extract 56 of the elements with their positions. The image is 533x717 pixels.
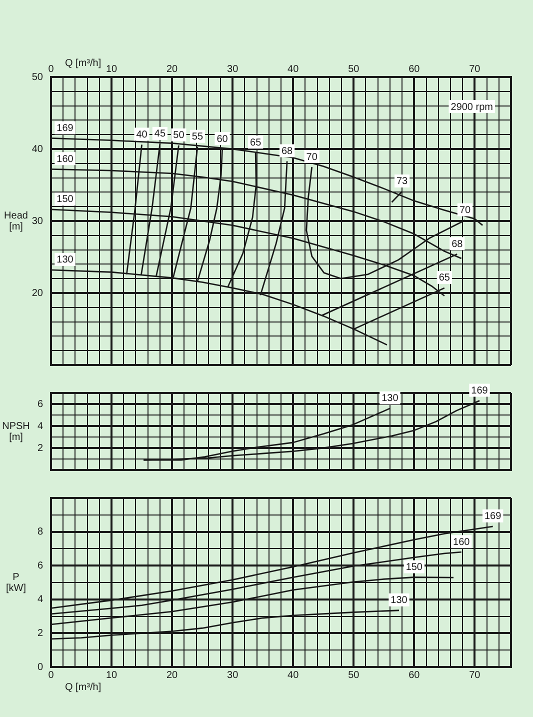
y-tick-label: 6: [37, 560, 44, 572]
y-tick-label: 2: [37, 442, 44, 454]
series-label: 68: [281, 146, 294, 157]
series-label: 68: [452, 238, 464, 250]
x-tick-label: 0: [48, 670, 54, 681]
x-axis-title: Q [m³/h]: [65, 58, 102, 69]
x-tick-label: 30: [227, 64, 239, 75]
series-label: 130: [382, 393, 399, 404]
series-label: 130: [56, 254, 74, 266]
series-label: 40: [136, 129, 148, 140]
annotation: 2900 rpm: [450, 102, 493, 113]
series-label: 160: [453, 536, 470, 548]
series-label: 73: [396, 176, 408, 188]
y-tick-label: 4: [37, 420, 44, 432]
x-axis-title: Q [m³/h]: [65, 682, 102, 693]
series-label: 130: [390, 595, 408, 606]
series-label: 70: [459, 205, 471, 216]
y-tick-label: 40: [32, 144, 44, 155]
y-tick-label: 50: [32, 72, 44, 83]
x-tick-label: 10: [106, 670, 118, 681]
y-axis-title: P [kW]: [6, 572, 26, 594]
y-tick-label: 6: [37, 398, 44, 410]
y-tick-label: 4: [37, 594, 44, 606]
y-tick-label: 20: [32, 288, 44, 299]
y-axis-title: Head [m]: [4, 210, 28, 232]
series-label: 150: [56, 194, 74, 206]
x-tick-label: 60: [408, 670, 420, 681]
series-label: 65: [250, 137, 262, 148]
y-tick-label: 0: [37, 662, 44, 673]
x-tick-label: 40: [288, 64, 300, 75]
x-tick-label: 20: [166, 670, 178, 681]
x-tick-label: 20: [166, 64, 178, 75]
series-label: 65: [438, 272, 450, 284]
series-label: 150: [406, 562, 423, 574]
y-tick-label: 8: [37, 526, 44, 538]
series-label: 160: [56, 154, 74, 165]
series-label: 60: [216, 134, 228, 145]
x-tick-label: 40: [288, 670, 300, 681]
x-tick-label: 70: [469, 670, 481, 681]
x-tick-label: 60: [408, 64, 420, 75]
series-label: 169: [56, 122, 74, 134]
x-tick-label: 30: [227, 670, 239, 681]
series-label: 70: [306, 152, 318, 163]
x-tick-label: 70: [469, 64, 481, 75]
y-tick-label: 2: [37, 628, 44, 639]
x-tick-label: 0: [48, 64, 54, 75]
series-label: 45: [154, 128, 166, 140]
series-label: 55: [192, 132, 204, 143]
x-tick-label: 10: [106, 64, 118, 75]
y-axis-title: NPSH [m]: [2, 420, 30, 443]
series-label: 169: [484, 511, 502, 522]
x-tick-label: 50: [348, 64, 360, 75]
series-label: 169: [471, 385, 488, 396]
x-tick-label: 50: [348, 670, 360, 681]
series-label: 50: [173, 130, 185, 142]
y-tick-label: 30: [32, 216, 44, 227]
